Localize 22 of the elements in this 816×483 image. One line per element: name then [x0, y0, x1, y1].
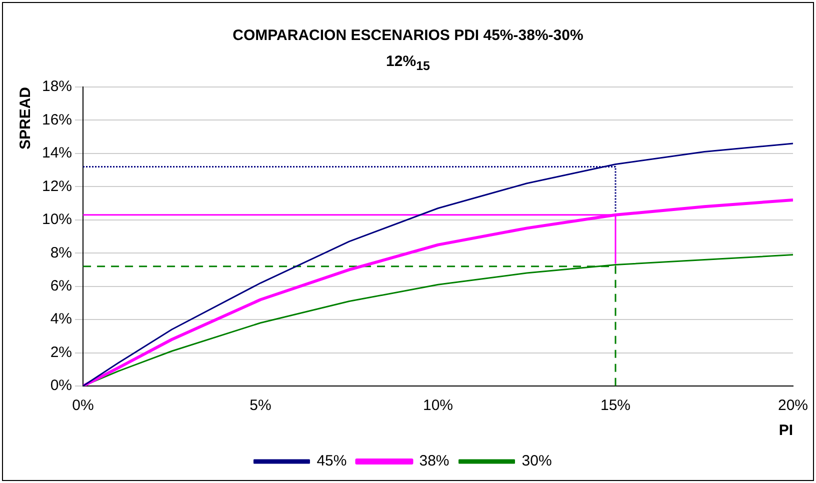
- x-tick-label: 5%: [250, 397, 272, 414]
- chart-subtitle: 12%$_{15}$: [385, 53, 431, 73]
- legend-label: 38%: [419, 452, 450, 470]
- y-tick-label: 2%: [50, 344, 72, 361]
- y-tick-label: 4%: [50, 310, 72, 328]
- x-tick-label: 20%: [778, 397, 808, 414]
- y-tick-label: 0%: [50, 377, 72, 394]
- x-axis-title: PI: [778, 422, 793, 440]
- legend-label: 30%: [522, 452, 552, 470]
- chart-title: COMPARACION ESCENARIOS PDI 45%-38%-30%: [232, 27, 584, 44]
- y-axis-title: SPREAD: [17, 86, 34, 150]
- y-tick-label: 14%: [42, 144, 72, 162]
- legend-label: 45%: [316, 452, 347, 470]
- y-tick-label: 12%: [42, 178, 72, 195]
- x-tick-label: 10%: [422, 397, 454, 414]
- y-tick-label: 8%: [50, 244, 72, 262]
- x-tick-label: 0%: [72, 397, 94, 414]
- y-tick-label: 10%: [42, 211, 72, 228]
- y-tick-label: 16%: [42, 111, 72, 128]
- y-tick-label: 18%: [42, 78, 72, 96]
- x-tick-label: 15%: [600, 397, 631, 414]
- y-tick-label: 6%: [50, 277, 72, 294]
